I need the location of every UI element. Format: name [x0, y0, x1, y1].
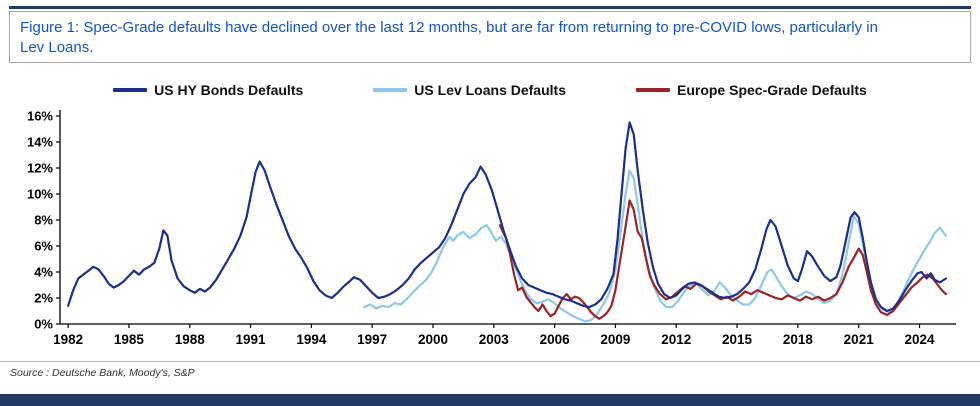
x-tick-label: 2009	[600, 332, 630, 347]
x-tick-label: 2012	[661, 332, 691, 347]
x-tick-label: 2021	[844, 332, 875, 347]
chart-area: 0% 2% 4% 6% 8% 10% 12% 14% 16% 1982 1985 1988 1991 19…	[10, 104, 970, 354]
bottom-bar	[0, 394, 980, 406]
legend-label-us-lev-loans: US Lev Loans Defaults	[414, 82, 566, 98]
legend-label-us-hy-bonds: US HY Bonds Defaults	[154, 82, 304, 98]
x-tick-label: 2003	[479, 332, 510, 347]
x-tick-label: 1994	[296, 332, 327, 347]
x-tick-label: 1991	[236, 332, 267, 347]
x-tick-label: 2000	[418, 332, 448, 347]
series-line-europe-spec-grade	[498, 199, 948, 320]
x-tick-label: 2024	[904, 332, 935, 347]
y-tick-label: 4%	[34, 265, 53, 280]
series-line-us-lev-loans	[363, 169, 948, 323]
y-tick-label: 2%	[34, 291, 53, 306]
source-note: Source : Deutsche Bank, Moody's, S&P	[10, 367, 195, 379]
x-tick-label: 2015	[722, 332, 753, 347]
y-tick-label: 6%	[34, 239, 53, 254]
footer-divider	[0, 361, 980, 362]
legend-swatch-europe-spec-grade	[635, 88, 670, 92]
legend-label-europe-spec-grade: Europe Spec-Grade Defaults	[676, 82, 867, 98]
x-tick-label: 1985	[114, 332, 145, 347]
x-tick-label: 2018	[783, 332, 814, 347]
y-tick-label: 12%	[27, 161, 53, 176]
x-tick-label: 1997	[357, 332, 387, 347]
y-tick-label: 10%	[27, 187, 53, 202]
y-tick-label: 0%	[34, 317, 53, 332]
series-line-us-hy-bonds	[66, 121, 948, 313]
top-rule	[9, 6, 971, 9]
chart-canvas: 0% 2% 4% 6% 8% 10% 12% 14% 16% 1982 1985 1988 1991 19…	[27, 109, 956, 347]
y-tick-label: 16%	[27, 109, 53, 124]
x-tick-label: 2006	[540, 332, 571, 347]
x-tick-label: 1988	[175, 332, 206, 347]
legend-item-us-hy-bonds: US HY Bonds Defaults	[113, 82, 303, 98]
chart-legend: US HY Bonds Defaults US Lev Loans Defaul…	[0, 82, 980, 98]
x-tick-label: 1982	[53, 332, 83, 347]
legend-item-europe-spec-grade: Europe Spec-Grade Defaults	[635, 82, 867, 98]
legend-item-us-lev-loans: US Lev Loans Defaults	[373, 82, 566, 98]
y-tick-label: 8%	[34, 213, 53, 228]
legend-swatch-us-hy-bonds	[113, 88, 148, 92]
y-tick-label: 14%	[27, 135, 53, 150]
legend-swatch-us-lev-loans	[373, 88, 408, 92]
figure-title: Figure 1: Spec-Grade defaults have decli…	[9, 11, 971, 63]
